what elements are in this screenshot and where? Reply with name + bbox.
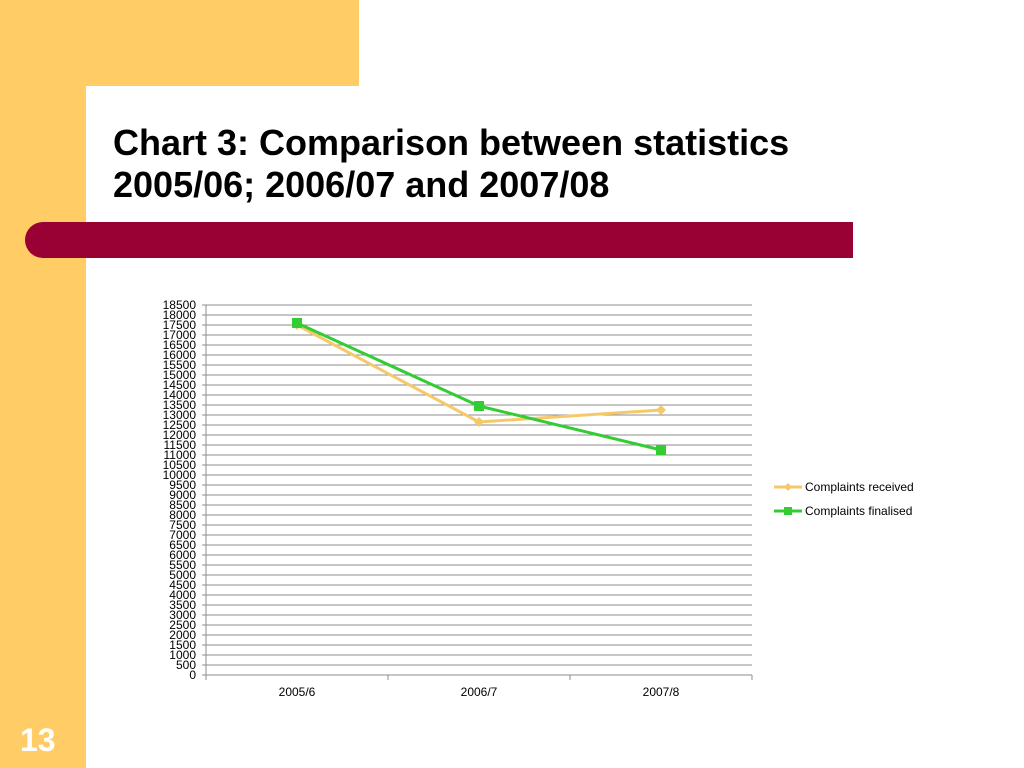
left-accent-band (0, 0, 86, 768)
legend-item: Complaints finalised (774, 504, 912, 518)
y-tick-label: 2500 (169, 618, 196, 632)
x-tick-label: 2007/8 (643, 685, 680, 699)
title-line-2: 2005/06; 2006/07 and 2007/08 (113, 164, 610, 205)
legend-marker (784, 483, 792, 491)
y-tick-label: 15500 (163, 358, 197, 372)
y-tick-label: 3500 (169, 598, 196, 612)
data-point (292, 318, 302, 328)
y-tick-label: 16500 (163, 338, 197, 352)
title-line-1: Chart 3: Comparison between statistics (113, 122, 790, 163)
y-tick-label: 9500 (169, 478, 196, 492)
page-number: 13 (20, 722, 56, 758)
legend-item: Complaints received (774, 480, 914, 494)
y-tick-label: 13000 (163, 408, 197, 422)
data-point (474, 417, 484, 427)
y-tick-label: 18000 (163, 308, 197, 322)
data-point (656, 445, 666, 455)
y-tick-label: 10500 (163, 458, 197, 472)
y-tick-label: 12500 (163, 418, 197, 432)
y-tick-label: 18500 (163, 298, 197, 312)
y-tick-label: 11000 (164, 448, 197, 462)
y-tick-label: 14000 (163, 388, 197, 402)
y-tick-label: 12000 (163, 428, 197, 442)
line-chart: 0500100015002000250030003500400045005000… (163, 298, 914, 699)
x-tick-label: 2005/6 (279, 685, 316, 699)
y-tick-label: 9000 (169, 488, 196, 502)
y-tick-label: 5000 (169, 568, 196, 582)
y-tick-label: 1000 (169, 648, 196, 662)
y-tick-label: 2000 (169, 628, 196, 642)
y-tick-labels: 0500100015002000250030003500400045005000… (163, 298, 197, 682)
y-tick-label: 5500 (169, 558, 196, 572)
legend-label: Complaints finalised (805, 504, 912, 518)
y-tick-label: 7500 (169, 518, 196, 532)
x-tick-labels: 2005/6 2006/7 2007/8 (205, 675, 753, 699)
y-tick-label: 0 (189, 668, 196, 682)
x-tick-label: 2006/7 (461, 685, 498, 699)
slide-title: Chart 3: Comparison between statistics 2… (113, 122, 993, 206)
y-tick-label: 3000 (169, 608, 196, 622)
y-tick-label: 17500 (163, 318, 197, 332)
series-line (296, 321, 662, 452)
data-point (656, 405, 666, 415)
content-corner (86, 86, 359, 768)
y-tick-label: 7000 (169, 528, 196, 542)
y-tick-label: 8500 (169, 498, 196, 512)
y-tick-label: 10000 (163, 468, 197, 482)
legend: Complaints received Complaints finalised (774, 480, 914, 518)
y-tick-label: 11500 (164, 438, 197, 452)
y-tick-label: 15000 (163, 368, 197, 382)
y-tick-label: 4000 (169, 588, 196, 602)
series-2 (292, 318, 666, 455)
y-tick-label: 500 (176, 658, 196, 672)
data-point (474, 401, 484, 411)
top-accent-band (86, 0, 359, 86)
y-tick-label: 13500 (163, 398, 197, 412)
y-tick-label: 6500 (169, 538, 196, 552)
y-tick-label: 16000 (163, 348, 197, 362)
title-underline-bar (25, 222, 853, 258)
y-tick-label: 4500 (169, 578, 196, 592)
y-tick-label: 8000 (169, 508, 196, 522)
legend-label: Complaints received (805, 480, 914, 494)
y-gridlines (202, 304, 752, 676)
legend-marker (784, 507, 792, 515)
y-tick-label: 17000 (163, 328, 197, 342)
y-tick-label: 6000 (169, 548, 196, 562)
y-tick-label: 1500 (169, 638, 196, 652)
y-tick-label: 14500 (163, 378, 197, 392)
